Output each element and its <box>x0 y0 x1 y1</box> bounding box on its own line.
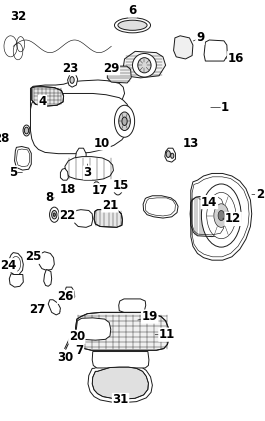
Text: 9: 9 <box>196 32 204 44</box>
Text: 10: 10 <box>94 137 110 149</box>
Text: 7: 7 <box>76 344 83 357</box>
Ellipse shape <box>50 207 59 222</box>
Text: 13: 13 <box>183 137 199 149</box>
Polygon shape <box>165 148 175 162</box>
Text: 32: 32 <box>10 11 27 23</box>
Text: 16: 16 <box>228 52 244 64</box>
Polygon shape <box>88 364 152 402</box>
Text: 23: 23 <box>62 62 78 75</box>
Ellipse shape <box>214 204 229 227</box>
Text: 4: 4 <box>38 96 47 108</box>
Text: 17: 17 <box>91 184 108 197</box>
Polygon shape <box>191 173 252 260</box>
Polygon shape <box>60 168 68 180</box>
Polygon shape <box>76 312 169 350</box>
Ellipse shape <box>138 58 151 73</box>
Polygon shape <box>76 318 111 340</box>
Ellipse shape <box>114 18 151 33</box>
Ellipse shape <box>218 210 224 221</box>
Ellipse shape <box>11 256 21 272</box>
Ellipse shape <box>24 127 29 134</box>
Text: 29: 29 <box>103 62 120 75</box>
Polygon shape <box>107 66 131 83</box>
Polygon shape <box>190 196 225 237</box>
Text: 1: 1 <box>221 101 229 114</box>
Polygon shape <box>204 40 227 61</box>
Text: 15: 15 <box>112 179 129 192</box>
Polygon shape <box>76 148 86 163</box>
Ellipse shape <box>201 184 241 247</box>
Ellipse shape <box>166 151 170 157</box>
Polygon shape <box>39 252 54 270</box>
Polygon shape <box>119 299 146 312</box>
Ellipse shape <box>70 77 74 83</box>
Ellipse shape <box>53 213 55 216</box>
Text: 20: 20 <box>69 330 85 343</box>
Polygon shape <box>68 72 78 87</box>
Text: 5: 5 <box>8 166 17 179</box>
Polygon shape <box>32 87 64 106</box>
Text: 12: 12 <box>225 213 241 225</box>
Polygon shape <box>92 352 149 368</box>
Ellipse shape <box>119 112 130 131</box>
Polygon shape <box>65 287 75 300</box>
Ellipse shape <box>115 183 121 192</box>
Polygon shape <box>15 147 31 170</box>
Polygon shape <box>44 269 52 286</box>
Ellipse shape <box>52 210 57 219</box>
Ellipse shape <box>122 117 127 125</box>
Text: 6: 6 <box>128 4 137 17</box>
Ellipse shape <box>118 20 147 30</box>
Polygon shape <box>74 210 93 227</box>
Text: 18: 18 <box>59 183 76 196</box>
Ellipse shape <box>113 180 123 195</box>
Text: 22: 22 <box>59 209 76 222</box>
Ellipse shape <box>132 53 156 77</box>
Text: 24: 24 <box>0 259 17 272</box>
Polygon shape <box>9 274 23 287</box>
Polygon shape <box>8 253 23 274</box>
Ellipse shape <box>23 125 30 136</box>
Text: 14: 14 <box>201 196 218 208</box>
Text: 25: 25 <box>25 250 41 263</box>
Text: 3: 3 <box>83 166 91 179</box>
Polygon shape <box>30 93 131 154</box>
Text: 26: 26 <box>58 290 74 303</box>
Text: 11: 11 <box>159 328 175 341</box>
Polygon shape <box>123 51 166 78</box>
Polygon shape <box>94 210 122 227</box>
Polygon shape <box>92 367 148 399</box>
Polygon shape <box>30 80 125 123</box>
Polygon shape <box>174 36 193 59</box>
Text: 30: 30 <box>58 351 74 363</box>
Text: 8: 8 <box>45 192 53 204</box>
Text: 31: 31 <box>112 394 129 406</box>
Ellipse shape <box>207 192 236 239</box>
Polygon shape <box>16 149 30 167</box>
Text: 28: 28 <box>0 132 10 144</box>
Polygon shape <box>92 182 101 193</box>
Text: 27: 27 <box>29 303 46 316</box>
Text: 21: 21 <box>102 199 118 212</box>
Ellipse shape <box>114 105 135 137</box>
Ellipse shape <box>171 153 174 158</box>
Polygon shape <box>143 196 178 218</box>
Polygon shape <box>65 157 113 180</box>
Polygon shape <box>48 300 60 315</box>
Text: 19: 19 <box>142 310 158 323</box>
Text: 2: 2 <box>256 188 264 201</box>
